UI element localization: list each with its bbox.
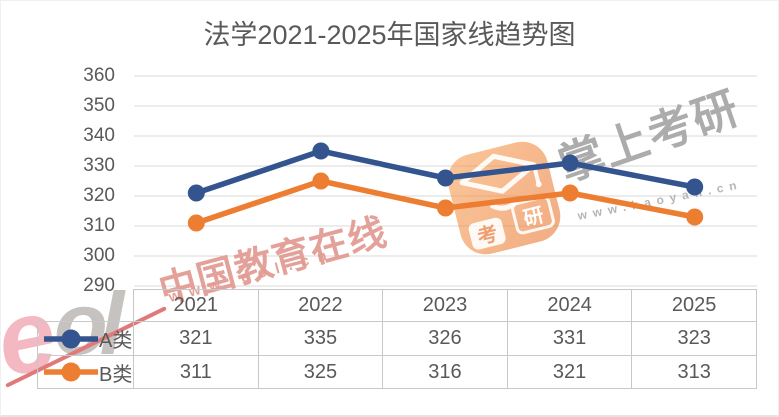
series-b-value-2023: 316 (383, 356, 508, 389)
table-corner-cell (37, 289, 134, 322)
data-table: 2021 2022 2023 2024 2025 A类 321 335 326 … (37, 289, 757, 389)
y-tick-label: 310 (83, 215, 115, 236)
y-tick-label: 330 (83, 155, 115, 176)
series-a-legend-key-icon (44, 329, 98, 348)
series-a-value-2025: 323 (632, 322, 757, 356)
series-a-value-2022: 335 (258, 322, 384, 356)
y-tick-label: 350 (83, 95, 115, 116)
series-a-label: A类 (99, 330, 133, 352)
series-b-value-2021: 311 (134, 356, 259, 389)
series-a-value-2023: 326 (383, 322, 508, 356)
series-b-value-2025: 313 (632, 356, 757, 389)
table-header-year-5: 2025 (632, 289, 757, 322)
y-tick-label: 320 (83, 185, 115, 206)
y-tick-label: 340 (83, 125, 115, 146)
y-tick-label: 290 (83, 275, 115, 296)
table-header-year-3: 2023 (383, 289, 508, 322)
series-b-label: B类 (99, 363, 133, 386)
legend-cell-series-b: B类 (37, 356, 134, 389)
table-header-year-4: 2024 (507, 289, 633, 322)
table-header-year-1: 2021 (134, 289, 259, 322)
series-a-value-2024: 331 (507, 322, 633, 356)
y-tick-label: 300 (83, 245, 115, 266)
series-b-legend-key-icon (44, 362, 98, 382)
series-a-value-2021: 321 (134, 322, 259, 356)
chart-title: 法学2021-2025年国家线趋势图 (203, 20, 576, 50)
series-b-value-2022: 325 (258, 356, 384, 389)
series-b-value-2024: 321 (507, 356, 633, 389)
legend-cell-series-a: A类 (37, 322, 134, 356)
table-header-year-2: 2022 (258, 289, 384, 322)
y-tick-label: 360 (83, 65, 115, 86)
